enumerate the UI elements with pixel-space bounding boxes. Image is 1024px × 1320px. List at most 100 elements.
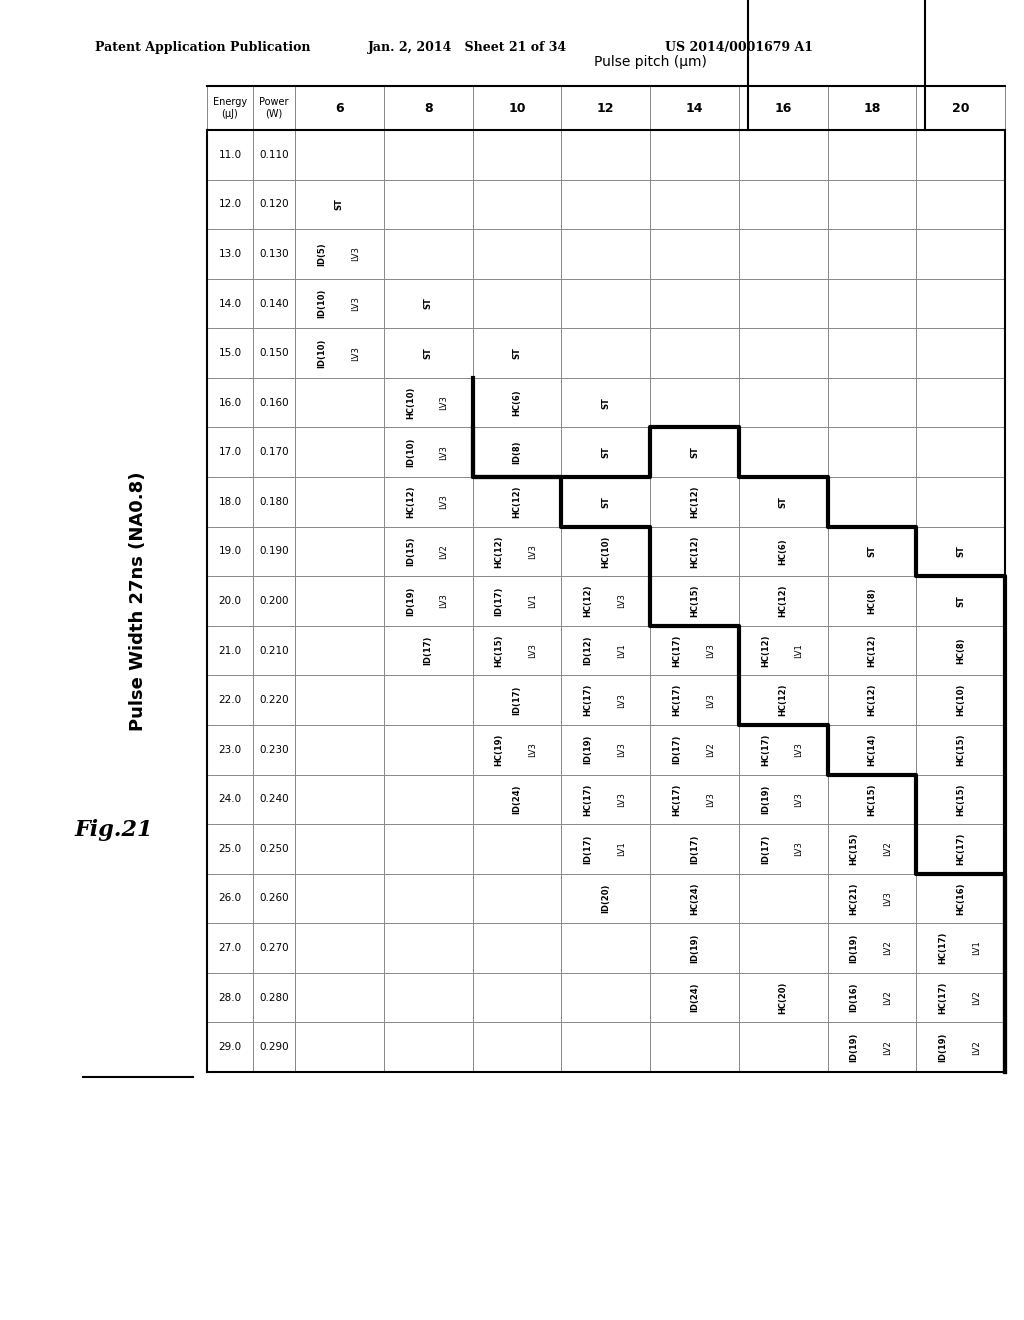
Text: ID(17): ID(17) xyxy=(690,834,698,863)
Text: ID(17): ID(17) xyxy=(512,685,521,715)
Text: ST: ST xyxy=(778,496,787,508)
Text: HC(10): HC(10) xyxy=(601,535,610,568)
Text: ST: ST xyxy=(601,496,610,508)
Text: HC(17): HC(17) xyxy=(956,833,966,865)
Text: HC(10): HC(10) xyxy=(406,387,415,418)
Text: LV3: LV3 xyxy=(795,742,804,758)
Text: Power
(W): Power (W) xyxy=(259,98,289,119)
Text: HC(15): HC(15) xyxy=(867,783,877,816)
Text: 0.280: 0.280 xyxy=(259,993,289,1003)
Text: 0.240: 0.240 xyxy=(259,795,289,804)
Text: 0.130: 0.130 xyxy=(259,249,289,259)
Text: 23.0: 23.0 xyxy=(218,744,242,755)
Text: 18.0: 18.0 xyxy=(218,496,242,507)
Text: HC(17): HC(17) xyxy=(584,684,592,717)
Text: LV3: LV3 xyxy=(439,395,449,411)
Text: HC(21): HC(21) xyxy=(850,882,859,915)
Text: LV3: LV3 xyxy=(351,296,359,312)
Text: 27.0: 27.0 xyxy=(218,942,242,953)
Text: LV2: LV2 xyxy=(884,842,892,857)
Text: ID(17): ID(17) xyxy=(672,735,681,764)
Text: ID(19): ID(19) xyxy=(938,1032,947,1061)
Text: ID(15): ID(15) xyxy=(406,537,415,566)
Text: 17.0: 17.0 xyxy=(218,447,242,457)
Text: HC(12): HC(12) xyxy=(495,535,504,568)
Text: ST: ST xyxy=(956,595,966,607)
Text: LV3: LV3 xyxy=(439,495,449,510)
Text: 0.120: 0.120 xyxy=(259,199,289,210)
Text: LV2: LV2 xyxy=(884,990,892,1005)
Text: HC(16): HC(16) xyxy=(956,882,966,915)
Text: LV3: LV3 xyxy=(528,742,538,758)
Text: ID(10): ID(10) xyxy=(317,338,326,368)
Text: HC(12): HC(12) xyxy=(778,684,787,717)
Text: 14.0: 14.0 xyxy=(218,298,242,309)
Text: HC(15): HC(15) xyxy=(956,734,966,766)
Text: LV2: LV2 xyxy=(706,742,715,758)
Text: HC(15): HC(15) xyxy=(690,585,698,618)
Text: 0.170: 0.170 xyxy=(259,447,289,457)
Text: 0.190: 0.190 xyxy=(259,546,289,557)
Text: HC(17): HC(17) xyxy=(761,734,770,766)
Text: HC(17): HC(17) xyxy=(938,982,947,1014)
Text: ID(12): ID(12) xyxy=(584,636,592,665)
Text: 0.230: 0.230 xyxy=(259,744,289,755)
Text: LV2: LV2 xyxy=(439,544,449,558)
Text: HC(14): HC(14) xyxy=(867,734,877,766)
Text: LV3: LV3 xyxy=(351,247,359,261)
Text: ID(17): ID(17) xyxy=(584,834,592,863)
Text: 14: 14 xyxy=(686,102,703,115)
Text: 20: 20 xyxy=(952,102,970,115)
Text: HC(12): HC(12) xyxy=(778,585,787,618)
Text: HC(12): HC(12) xyxy=(867,635,877,667)
Text: Pulse pitch (μm): Pulse pitch (μm) xyxy=(594,55,707,69)
Text: ST: ST xyxy=(867,545,877,557)
Text: Patent Application Publication: Patent Application Publication xyxy=(95,41,310,54)
Text: 25.0: 25.0 xyxy=(218,843,242,854)
Text: LV3: LV3 xyxy=(795,792,804,807)
Text: HC(17): HC(17) xyxy=(672,684,681,717)
Text: ID(5): ID(5) xyxy=(317,242,326,265)
Text: LV1: LV1 xyxy=(617,842,626,857)
Text: 0.260: 0.260 xyxy=(259,894,289,903)
Text: 0.250: 0.250 xyxy=(259,843,289,854)
Text: HC(8): HC(8) xyxy=(867,587,877,614)
Text: HC(12): HC(12) xyxy=(690,486,698,517)
Text: ID(19): ID(19) xyxy=(850,1032,859,1061)
Text: ID(19): ID(19) xyxy=(406,586,415,615)
Text: 0.180: 0.180 xyxy=(259,496,289,507)
Text: LV1: LV1 xyxy=(617,643,626,657)
Text: LV1: LV1 xyxy=(528,594,538,609)
Text: 6: 6 xyxy=(335,102,344,115)
Text: ID(20): ID(20) xyxy=(601,884,610,913)
Text: HC(12): HC(12) xyxy=(406,486,415,517)
Text: ST: ST xyxy=(601,397,610,409)
Text: HC(6): HC(6) xyxy=(512,389,521,416)
Text: LV2: LV2 xyxy=(972,990,981,1005)
Text: HC(8): HC(8) xyxy=(956,638,966,664)
Text: LV3: LV3 xyxy=(351,346,359,360)
Text: LV2: LV2 xyxy=(972,1040,981,1055)
Text: HC(17): HC(17) xyxy=(584,783,592,816)
Text: ID(19): ID(19) xyxy=(690,933,698,962)
Text: LV1: LV1 xyxy=(972,941,981,956)
Text: ST: ST xyxy=(335,198,344,210)
Text: 26.0: 26.0 xyxy=(218,894,242,903)
Text: 0.220: 0.220 xyxy=(259,696,289,705)
Text: HC(20): HC(20) xyxy=(778,982,787,1014)
Text: ID(16): ID(16) xyxy=(850,983,859,1012)
Text: 13.0: 13.0 xyxy=(218,249,242,259)
Text: 20.0: 20.0 xyxy=(218,597,242,606)
Text: LV3: LV3 xyxy=(617,742,626,758)
Text: 12: 12 xyxy=(597,102,614,115)
Text: LV1: LV1 xyxy=(795,643,804,657)
Text: ID(10): ID(10) xyxy=(406,437,415,467)
Text: 16.0: 16.0 xyxy=(218,397,242,408)
Text: HC(19): HC(19) xyxy=(495,734,504,766)
Text: ID(24): ID(24) xyxy=(512,784,521,814)
Text: LV3: LV3 xyxy=(617,792,626,807)
Text: HC(12): HC(12) xyxy=(867,684,877,717)
Text: HC(12): HC(12) xyxy=(512,486,521,517)
Text: 0.210: 0.210 xyxy=(259,645,289,656)
Text: 0.200: 0.200 xyxy=(259,597,289,606)
